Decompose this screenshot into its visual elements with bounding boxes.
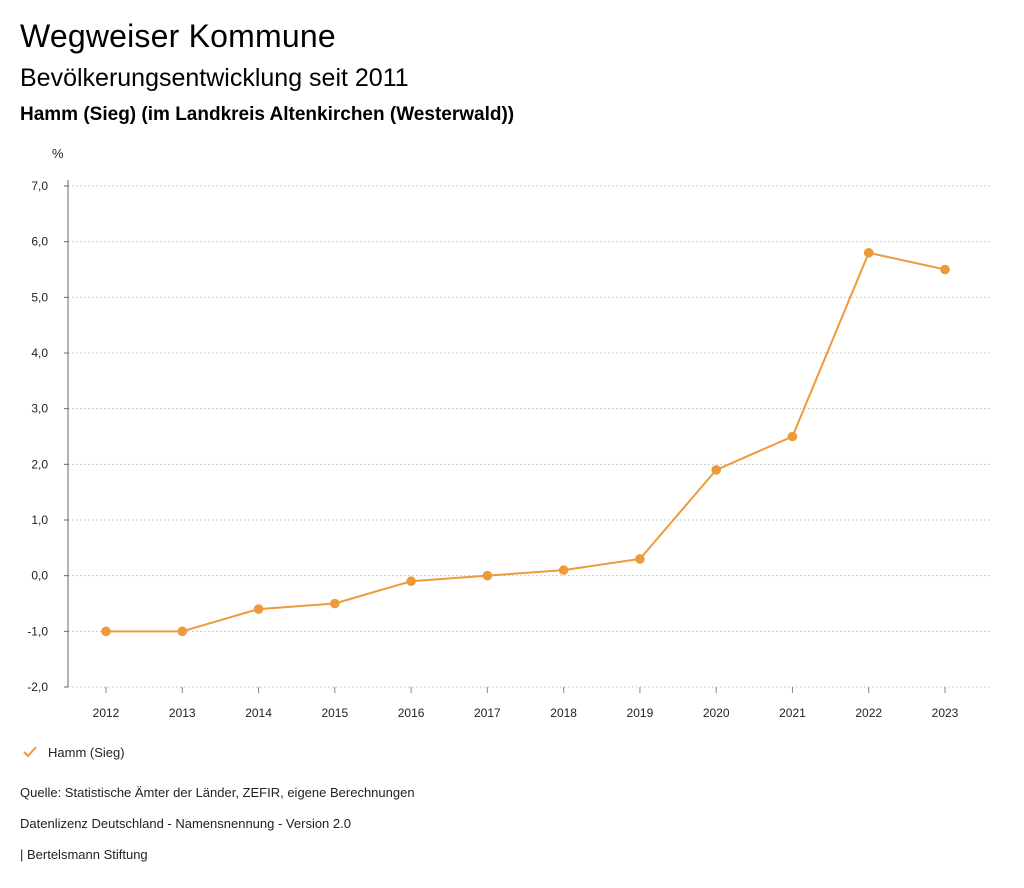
y-tick-label: 6,0: [31, 235, 48, 249]
data-point: [558, 565, 569, 575]
data-point: [711, 465, 721, 475]
y-tick-label: 4,0: [31, 346, 48, 360]
data-point: [940, 264, 950, 275]
data-point: [635, 554, 645, 564]
checkmark-icon[interactable]: [22, 744, 38, 760]
y-tick-label: 5,0: [31, 290, 48, 304]
x-tick-label: 2020: [703, 706, 730, 720]
y-tick-label: 7,0: [31, 179, 48, 193]
data-point: [101, 626, 111, 637]
source-note: Quelle: Statistische Ämter der Länder, Z…: [20, 785, 415, 800]
data-point: [177, 626, 188, 637]
line-chart: % 7,0 6,0 5,0 4,0 3,0 2,0 1,0 0,0 -1,0 -2,0 2012 201…: [27, 146, 990, 720]
credit-note: | Bertelsmann Stiftung: [20, 847, 148, 862]
x-tick-label: 2012: [93, 706, 120, 720]
y-tick-label: 0,0: [31, 569, 48, 583]
data-point: [863, 248, 874, 258]
y-tick-label: 1,0: [31, 513, 48, 527]
x-tick-label: 2021: [779, 706, 806, 720]
x-tick-label: 2016: [398, 706, 425, 720]
page-title: Wegweiser Kommune: [20, 18, 336, 54]
y-tick-label: -2,0: [27, 680, 48, 694]
chart-subtitle: Bevölkerungsentwicklung seit 2011: [20, 64, 409, 92]
region-label: Hamm (Sieg) (im Landkreis Altenkirchen (…: [20, 104, 515, 125]
y-tick-label: 3,0: [31, 402, 48, 416]
series-line: [106, 251, 946, 633]
data-point: [482, 570, 493, 581]
x-tick-label: 2014: [245, 706, 272, 720]
data-point: [787, 431, 798, 442]
y-axis-unit: %: [52, 146, 64, 161]
data-point: [406, 576, 416, 587]
y-tick-label: -1,0: [27, 624, 48, 638]
x-tick-label: 2015: [321, 706, 348, 720]
y-tick-label: 2,0: [31, 457, 48, 471]
x-tick-label: 2018: [550, 706, 577, 720]
data-point: [253, 604, 264, 614]
x-tick-label: 2017: [474, 706, 501, 720]
legend-label: Hamm (Sieg): [48, 744, 125, 760]
x-tick-label: 2013: [169, 706, 196, 720]
x-tick-label: 2023: [932, 706, 959, 720]
x-tick-label: 2019: [627, 706, 654, 720]
chart-legend[interactable]: Hamm (Sieg): [22, 744, 125, 760]
x-tick-label: 2022: [855, 706, 882, 720]
data-point: [330, 598, 340, 609]
license-note: Datenlizenz Deutschland - Namensnennung …: [20, 816, 351, 831]
